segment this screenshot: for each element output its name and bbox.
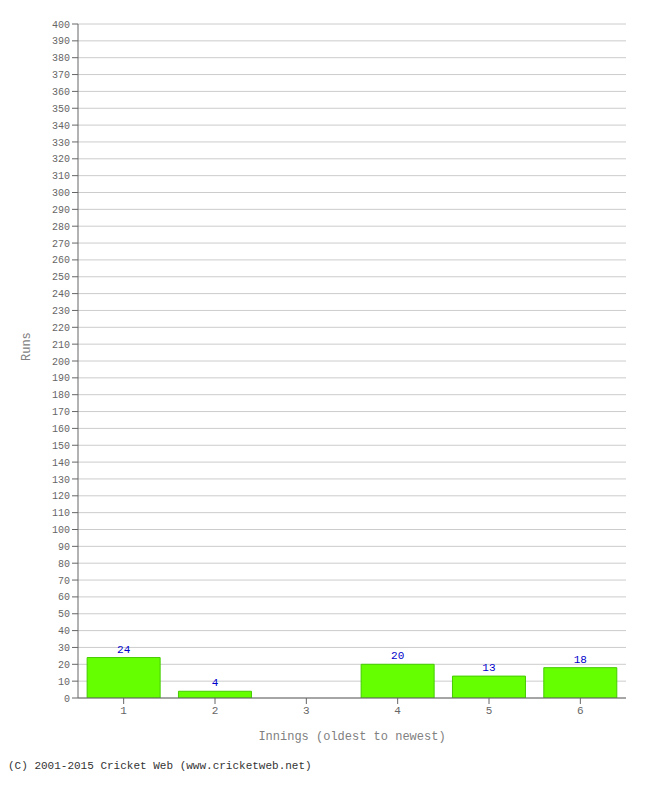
svg-text:210: 210 [52, 340, 70, 351]
svg-text:80: 80 [58, 559, 70, 570]
svg-text:40: 40 [58, 626, 70, 637]
svg-text:10: 10 [58, 677, 70, 688]
svg-text:180: 180 [52, 390, 70, 401]
svg-text:140: 140 [52, 458, 70, 469]
svg-text:5: 5 [486, 705, 493, 717]
svg-text:110: 110 [52, 508, 70, 519]
svg-text:340: 340 [52, 121, 70, 132]
svg-text:6: 6 [577, 705, 584, 717]
svg-text:200: 200 [52, 357, 70, 368]
svg-text:120: 120 [52, 491, 70, 502]
svg-text:90: 90 [58, 542, 70, 553]
svg-text:330: 330 [52, 138, 70, 149]
svg-text:400: 400 [52, 20, 70, 31]
svg-text:350: 350 [52, 104, 70, 115]
svg-text:30: 30 [58, 643, 70, 654]
svg-text:130: 130 [52, 475, 70, 486]
svg-text:20: 20 [58, 660, 70, 671]
svg-text:100: 100 [52, 525, 70, 536]
svg-text:370: 370 [52, 70, 70, 81]
svg-text:Innings (oldest to newest): Innings (oldest to newest) [258, 730, 445, 744]
svg-text:240: 240 [52, 289, 70, 300]
svg-text:220: 220 [52, 323, 70, 334]
svg-text:170: 170 [52, 407, 70, 418]
svg-text:20: 20 [391, 650, 404, 662]
svg-text:300: 300 [52, 188, 70, 199]
svg-text:280: 280 [52, 222, 70, 233]
svg-text:24: 24 [117, 644, 131, 656]
svg-text:2: 2 [212, 705, 219, 717]
svg-text:50: 50 [58, 609, 70, 620]
svg-text:230: 230 [52, 306, 70, 317]
svg-text:260: 260 [52, 255, 70, 266]
svg-text:320: 320 [52, 154, 70, 165]
svg-text:18: 18 [574, 654, 587, 666]
svg-text:160: 160 [52, 424, 70, 435]
svg-text:190: 190 [52, 373, 70, 384]
svg-text:380: 380 [52, 53, 70, 64]
svg-text:4: 4 [212, 677, 219, 689]
html-text:(C) 2001-2015 Cricket Web (www: (C) 2001-2015 Cricket Web (www.cricketwe… [8, 760, 312, 772]
svg-text:0: 0 [64, 694, 70, 705]
svg-text:70: 70 [58, 576, 70, 587]
svg-text:60: 60 [58, 592, 70, 603]
svg-text:310: 310 [52, 171, 70, 182]
svg-text:1: 1 [120, 705, 127, 717]
svg-text:Runs: Runs [20, 332, 34, 361]
svg-text:360: 360 [52, 87, 70, 98]
svg-text:4: 4 [394, 705, 401, 717]
svg-text:3: 3 [303, 705, 310, 717]
svg-text:13: 13 [482, 662, 495, 674]
svg-text:270: 270 [52, 239, 70, 250]
svg-text:150: 150 [52, 441, 70, 452]
svg-text:290: 290 [52, 205, 70, 216]
svg-text:250: 250 [52, 272, 70, 283]
svg-text:390: 390 [52, 36, 70, 47]
